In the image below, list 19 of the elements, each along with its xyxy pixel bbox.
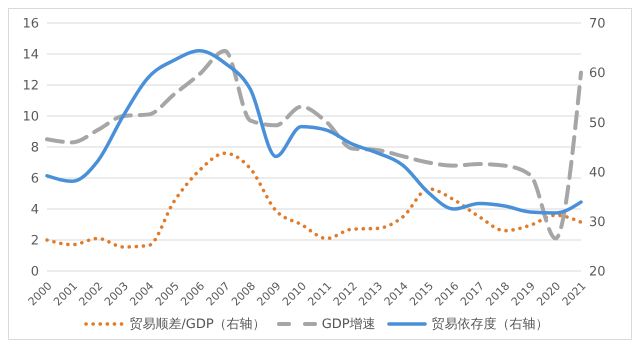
legend-label: 贸易依存度（右轴） — [432, 316, 549, 333]
y-tick-label: 14 — [22, 48, 39, 63]
y-tick-label: 0 — [30, 264, 39, 280]
y2-tick-label: 60 — [589, 66, 606, 82]
y-tick-label: 8 — [30, 140, 39, 156]
y-tick-label: 16 — [22, 16, 39, 32]
y-tick-label: 10 — [22, 110, 39, 125]
y2-tick-label: 40 — [589, 165, 606, 180]
y2-tick-label: 20 — [589, 264, 606, 280]
legend-label: 贸易顺差/GDP（右轴） — [129, 316, 266, 333]
line-series — [45, 151, 583, 249]
y-tick-label: 4 — [30, 202, 39, 218]
y-tick-label: 12 — [22, 78, 39, 94]
y2-tick-label: 30 — [589, 215, 606, 230]
y2-tick-label: 50 — [589, 116, 606, 131]
legend-label: GDP增速 — [322, 316, 376, 333]
y2-tick-label: 70 — [589, 16, 606, 32]
y-tick-label: 2 — [30, 234, 39, 249]
y-tick-label: 6 — [30, 172, 39, 187]
